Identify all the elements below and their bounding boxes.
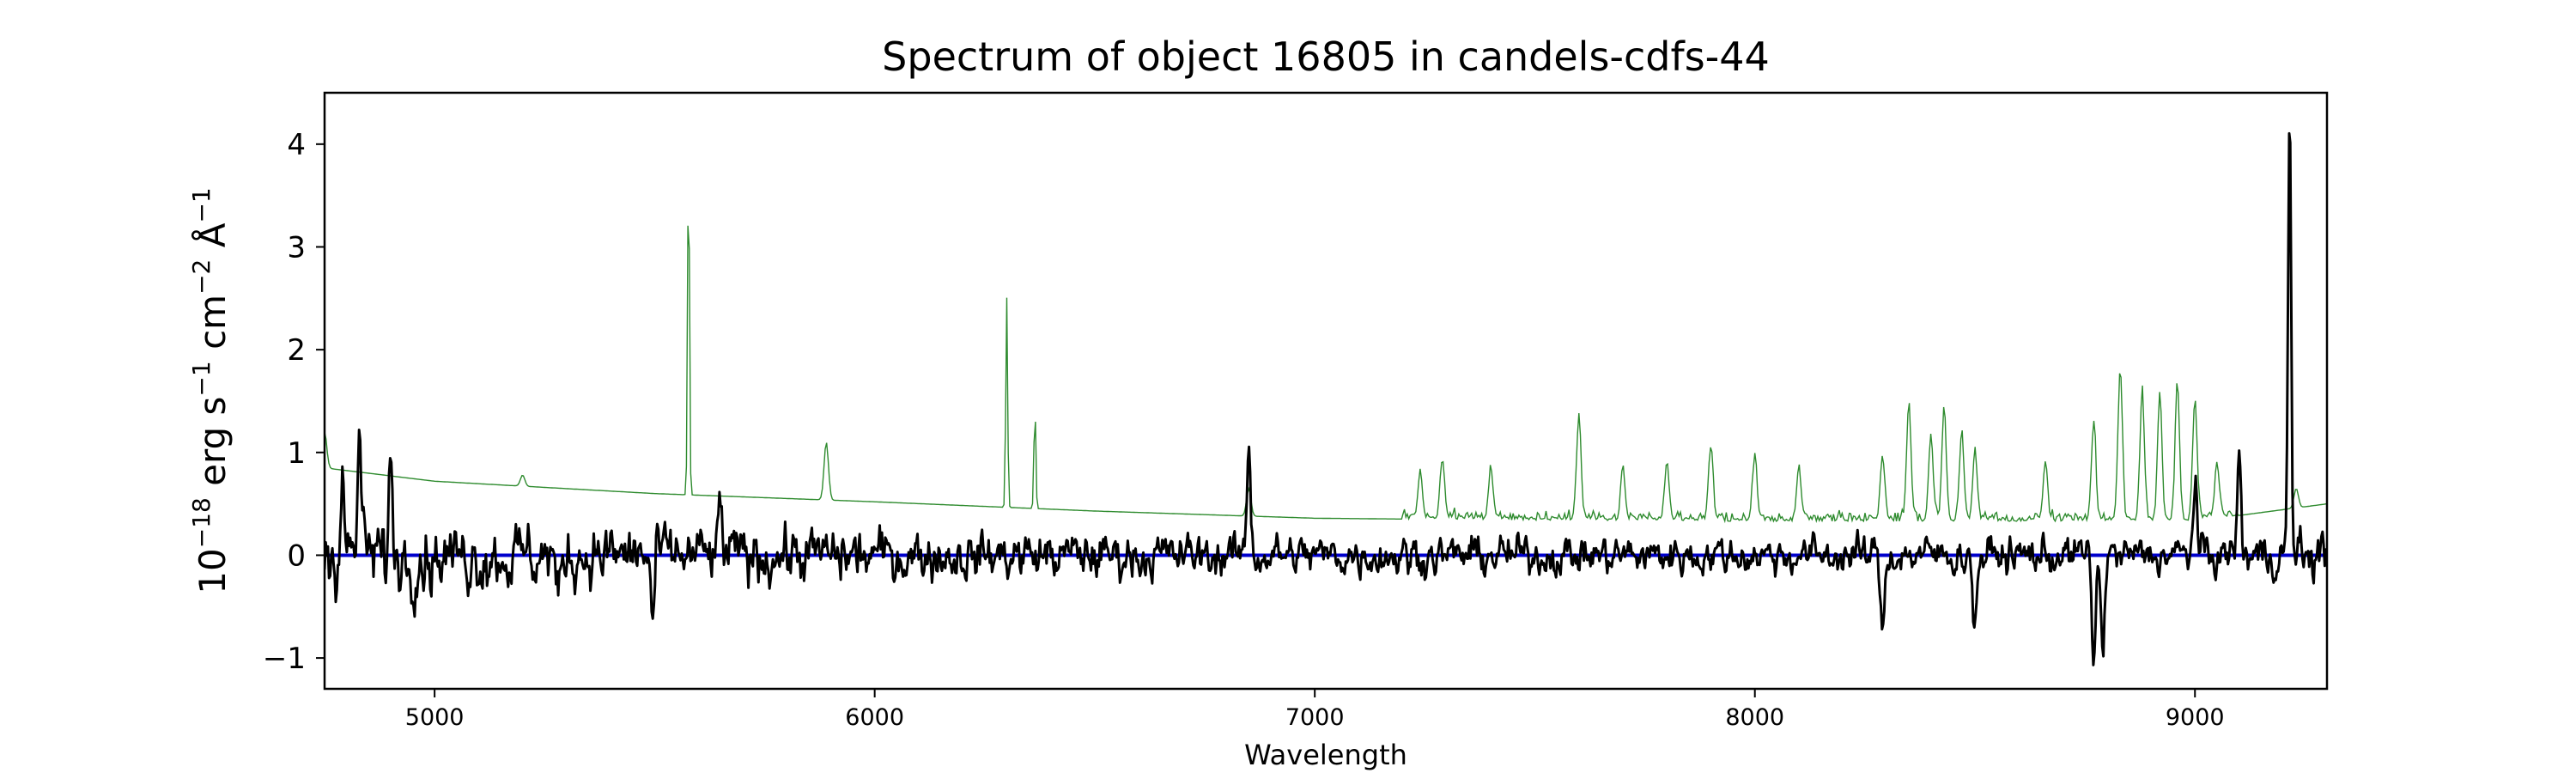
plot-frame <box>323 91 2329 691</box>
y-axis-label: 10−18 erg s−1 cm−2 Å−1 <box>187 187 234 593</box>
x-axis: 5000 6000 7000 8000 9000 <box>405 689 2225 731</box>
y-label-unit-2: cm <box>191 295 234 361</box>
x-tick-label: 9000 <box>2166 704 2225 731</box>
y-tick-label: 0 <box>287 539 306 573</box>
y-label-exp-3: −2 <box>187 259 216 295</box>
flux-spectrum-line <box>325 131 2327 666</box>
plot-area <box>323 91 2329 691</box>
y-tick-label: −1 <box>263 642 306 676</box>
error-spectrum-line <box>325 225 2327 524</box>
chart-title: Spectrum of object 16805 in candels-cdfs… <box>882 33 1770 80</box>
y-tick-label: 4 <box>287 128 306 162</box>
series-layer <box>325 131 2327 666</box>
y-label-unit-3: Å <box>191 222 234 259</box>
x-axis-label: Wavelength <box>1244 739 1407 771</box>
x-tick-label: 7000 <box>1285 704 1345 731</box>
x-tick-label: 6000 <box>845 704 904 731</box>
y-label-base: 10 <box>191 548 234 593</box>
x-tick-label: 5000 <box>405 704 465 731</box>
y-label-exp-2: −1 <box>187 361 216 396</box>
y-label-unit-1: erg s <box>191 397 234 498</box>
y-label-exp-4: −1 <box>187 187 216 222</box>
y-axis: −1 0 1 2 3 4 <box>263 128 325 676</box>
y-tick-label: 1 <box>287 436 306 471</box>
x-tick-label: 8000 <box>1725 704 1784 731</box>
y-tick-label: 3 <box>287 230 306 265</box>
y-tick-label: 2 <box>287 333 306 368</box>
y-label-exp: −18 <box>187 497 216 548</box>
